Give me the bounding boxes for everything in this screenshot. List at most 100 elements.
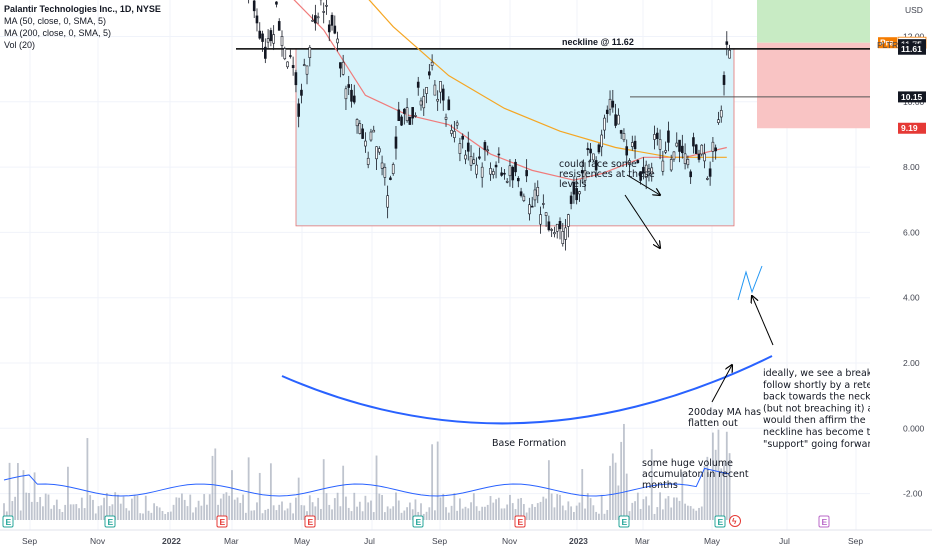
base-formation-label: Base Formation xyxy=(492,438,566,449)
volume-bar xyxy=(164,513,167,520)
candle-body xyxy=(294,72,298,86)
candle-body xyxy=(486,149,490,152)
volume-bar xyxy=(100,505,103,520)
volume-bar xyxy=(222,493,225,520)
candle-body xyxy=(561,231,565,244)
time-axis-tick: Sep xyxy=(848,536,863,546)
volume-bar xyxy=(472,493,475,520)
candle-body xyxy=(667,130,670,143)
price-axis-tick: 8.00 xyxy=(903,162,920,172)
volume-bar xyxy=(144,495,147,520)
earnings-marker-label: E xyxy=(108,517,114,527)
volume-bar xyxy=(236,497,239,520)
candle-body xyxy=(547,221,551,231)
volume-bar xyxy=(80,497,83,520)
time-axis-tick: May xyxy=(294,536,311,546)
volume-bar xyxy=(561,505,564,520)
volume-bar xyxy=(228,495,231,520)
volume-bar xyxy=(175,497,178,520)
volume-bar xyxy=(475,506,478,520)
candle-body xyxy=(344,88,348,100)
candle-body xyxy=(441,88,445,101)
volume-bar xyxy=(42,506,44,520)
volume-bar xyxy=(692,508,695,520)
candle-body xyxy=(669,159,673,171)
volume-bar xyxy=(44,493,47,520)
volume-bar xyxy=(119,503,122,520)
volume-bar xyxy=(253,510,256,520)
volume-bar xyxy=(333,498,336,520)
candle-body xyxy=(255,15,259,24)
volume-bar xyxy=(664,498,667,520)
candle-body xyxy=(347,84,351,88)
projection-path xyxy=(737,265,763,301)
candle-body xyxy=(617,114,620,125)
volume-bar xyxy=(650,449,653,520)
volume-bar xyxy=(656,507,659,520)
candle-body xyxy=(619,130,623,134)
volume-bar xyxy=(534,506,536,520)
earnings-marker xyxy=(304,515,316,528)
time-axis-tick: Jul xyxy=(779,536,790,546)
volume-bar xyxy=(617,485,620,520)
candle-body xyxy=(483,142,487,151)
candle-body xyxy=(564,227,567,240)
volume-bar xyxy=(686,505,689,520)
volume-bar xyxy=(194,507,197,520)
candle-body xyxy=(341,61,345,75)
volume-bar xyxy=(383,512,386,520)
candle-body xyxy=(497,153,501,156)
price-axis-tick: 12.00 xyxy=(903,32,925,42)
volume-bar xyxy=(183,499,186,520)
candle-body xyxy=(380,162,384,169)
candle-body xyxy=(625,146,629,156)
volume-bar xyxy=(103,497,105,520)
volume-bar xyxy=(250,510,253,520)
volume-bar xyxy=(30,501,33,520)
volume-bar xyxy=(461,508,464,520)
volume-bar xyxy=(269,463,272,520)
candle-body xyxy=(333,25,337,34)
candle-body xyxy=(653,134,656,140)
volume-bar xyxy=(64,504,67,520)
candle-body xyxy=(439,81,442,93)
annotation-resistance: levels xyxy=(559,179,587,190)
candle-body xyxy=(494,164,498,168)
volume-bar xyxy=(14,496,17,520)
volume-bar xyxy=(286,508,289,520)
volume-bar xyxy=(728,453,731,520)
volume-bar xyxy=(300,505,303,520)
candle-body xyxy=(542,203,545,205)
volume-bar xyxy=(709,473,712,520)
earnings-marker xyxy=(714,515,726,528)
level-label-neckline: neckline @ 11.62 xyxy=(562,37,634,47)
candle-body xyxy=(316,16,320,19)
candle-body xyxy=(689,171,692,178)
volume-bar xyxy=(128,510,130,520)
volume-bar xyxy=(420,503,422,520)
candle-body xyxy=(539,214,542,225)
badge-9.19: 9.19 xyxy=(901,123,918,133)
earnings-marker xyxy=(216,515,228,528)
candle-body xyxy=(567,214,570,227)
candle-body xyxy=(639,171,642,181)
volume-bar xyxy=(528,507,531,520)
volume-bar xyxy=(225,492,228,520)
earnings-marker-label: E xyxy=(622,517,628,527)
candle-body xyxy=(366,157,370,165)
volume-bar xyxy=(158,507,161,520)
volume-bar xyxy=(75,504,78,520)
candle-body xyxy=(458,143,462,154)
volume-bar xyxy=(700,506,703,520)
volume-bar xyxy=(531,504,534,520)
volume-bar xyxy=(239,502,242,520)
volume-bar xyxy=(567,501,570,520)
candle-body xyxy=(478,156,481,159)
volume-bar xyxy=(272,505,275,520)
price-axis-tick: -2.00 xyxy=(903,489,923,499)
volume-bar xyxy=(295,497,297,520)
volume-bar xyxy=(670,507,673,520)
volume-bar xyxy=(609,465,611,520)
volume-bar xyxy=(139,513,142,520)
